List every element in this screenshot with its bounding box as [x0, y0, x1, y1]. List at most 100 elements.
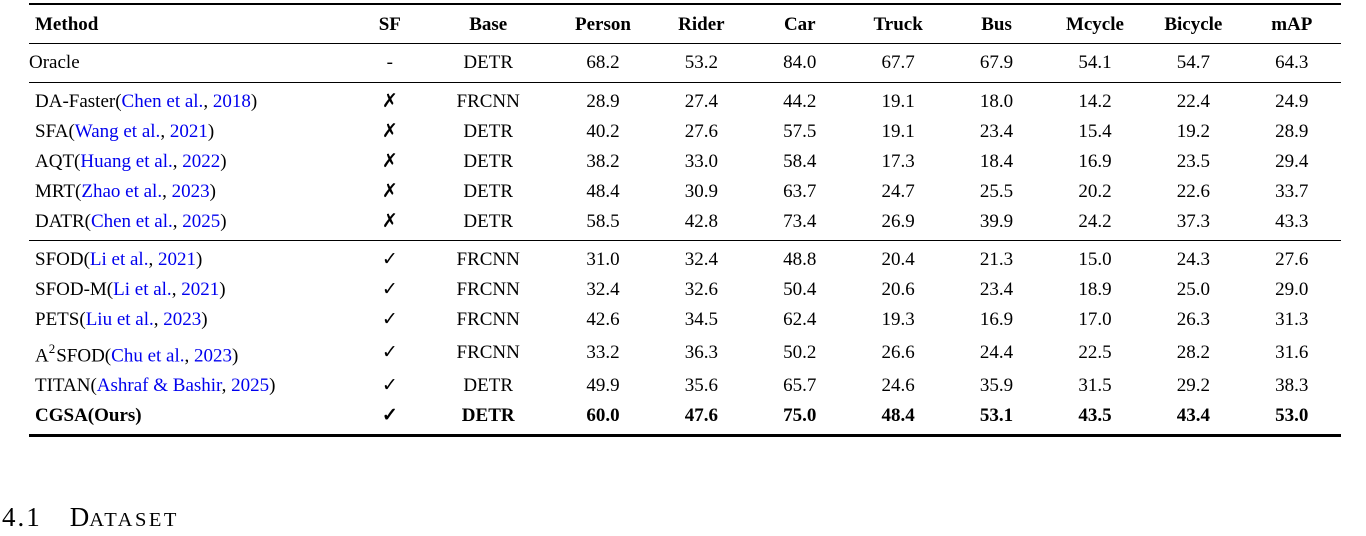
score-car: 50.4	[783, 279, 817, 300]
column-header-bicycle: Bicycle	[1164, 14, 1223, 35]
score-bicycle: 29.2	[1176, 375, 1210, 397]
method-close-paren: )	[207, 121, 215, 142]
score-bicycle: 28.2	[1176, 342, 1210, 364]
score-car: 73.4	[783, 211, 817, 232]
method-cell: SFOD-M(Li et al., 2021)	[29, 275, 357, 305]
table-row-titan: TITAN(Ashraf & Bashir, 2025) ✓ DETR 49.9…	[29, 371, 1341, 401]
score-map: 53.0	[1275, 405, 1309, 427]
method-cell: SFOD(Li et al., 2021)	[29, 241, 357, 276]
base-cell: DETR	[463, 375, 513, 397]
citation-year-link[interactable]: 2023	[171, 181, 210, 202]
citation-year-link[interactable]: 2025	[231, 375, 270, 397]
method-cell: DATR(Chen et al., 2025)	[29, 207, 357, 241]
score-person: 48.4	[586, 181, 620, 202]
citation-author-link[interactable]: Huang et al.	[80, 151, 173, 172]
citation-year-link[interactable]: 2025	[182, 211, 221, 232]
score-car: 48.8	[783, 249, 817, 270]
score-car: 65.7	[783, 375, 817, 397]
base-cell: DETR	[463, 121, 513, 142]
section-heading-dataset: 4.1 DATASET	[2, 502, 179, 535]
column-header-method: Method	[35, 14, 99, 35]
citation-author-link[interactable]: Li et al.	[89, 249, 149, 270]
results-table: Method SF Base Person Rider Car Truck Bu…	[29, 3, 1341, 438]
score-mcycle: 22.5	[1078, 342, 1112, 364]
score-mcycle: 15.4	[1078, 121, 1112, 142]
score-person: 38.2	[586, 151, 620, 172]
method-close-paren: )	[232, 345, 239, 367]
citation-author-link[interactable]: Chen et al.	[90, 211, 173, 232]
score-rider: 47.6	[684, 405, 718, 427]
sf-check-mark: ✓	[381, 342, 398, 364]
method-cell: Oracle	[29, 44, 357, 83]
score-bus: 25.5	[979, 181, 1014, 202]
score-rider: 36.3	[684, 342, 718, 364]
column-header-mcycle: Mcycle	[1065, 14, 1124, 35]
score-person: 33.2	[586, 342, 620, 364]
score-bicycle: 19.2	[1176, 121, 1210, 142]
method-cell: DA-Faster(Chen et al., 2018)	[29, 83, 357, 118]
score-truck: 20.4	[881, 249, 915, 270]
method-close-paren: )	[195, 249, 203, 270]
citation-author-link[interactable]: Wang et al.	[74, 121, 161, 142]
method-close-paren: )	[250, 91, 258, 112]
score-map: 24.9	[1275, 91, 1309, 112]
citation-author-link[interactable]: Li et al.	[113, 279, 172, 300]
citation-separator: ,	[162, 181, 172, 202]
score-map: 33.7	[1275, 181, 1309, 202]
score-bicycle: 37.3	[1176, 211, 1210, 232]
table-row-sfod: SFOD(Li et al., 2021) ✓ FRCNN 31.0 32.4 …	[29, 241, 1341, 276]
base-cell: DETR	[461, 405, 515, 427]
citation-author-link[interactable]: Zhao et al.	[81, 181, 163, 202]
score-truck: 48.4	[881, 405, 915, 427]
score-bus: 24.4	[979, 342, 1014, 364]
citation-separator: ,	[172, 151, 183, 172]
score-person: 49.9	[586, 375, 620, 397]
method-cell: MRT(Zhao et al., 2023)	[29, 177, 357, 207]
score-bicycle: 54.7	[1176, 52, 1210, 73]
score-bus: 53.1	[979, 405, 1014, 427]
score-map: 43.3	[1275, 211, 1309, 232]
table-row-sfa: SFA(Wang et al., 2021) ✗ DETR 40.2 27.6 …	[29, 117, 1341, 147]
method-cell: CGSA(Ours)	[29, 401, 357, 436]
method-cell: TITAN(Ashraf & Bashir, 2025)	[29, 371, 357, 401]
method-close-paren: )	[209, 181, 216, 202]
score-bus: 18.0	[979, 91, 1014, 112]
base-cell: DETR	[463, 181, 513, 202]
citation-year-link[interactable]: 2021	[169, 121, 208, 142]
section-title-initial: D	[69, 502, 90, 532]
citation-year-link[interactable]: 2022	[182, 151, 221, 172]
score-rider: 34.5	[684, 309, 718, 330]
citation-separator: ,	[153, 309, 164, 330]
method-name: TITAN(	[35, 375, 97, 397]
base-cell: DETR	[463, 211, 513, 232]
citation-author-link[interactable]: Chen et al.	[121, 91, 204, 112]
citation-year-link[interactable]: 2023	[194, 345, 232, 367]
column-header-sf: SF	[378, 14, 401, 35]
sf-check-mark: ✓	[381, 375, 398, 397]
score-truck: 17.3	[881, 151, 915, 172]
base-cell: FRCNN	[456, 309, 520, 330]
citation-author-link[interactable]: Chu et al.	[111, 345, 185, 367]
method-cell: SFA(Wang et al., 2021)	[29, 117, 357, 147]
sf-cross-mark: ✗	[381, 211, 398, 232]
citation-author-link[interactable]: Liu et al.	[85, 309, 154, 330]
score-car: 50.2	[783, 342, 817, 364]
method-name: DA-Faster(	[35, 91, 122, 112]
column-header-bus: Bus	[981, 14, 1012, 35]
score-mcycle: 20.2	[1078, 181, 1112, 202]
score-car: 57.5	[783, 121, 817, 142]
score-mcycle: 31.5	[1078, 375, 1112, 397]
citation-year-link[interactable]: 2023	[163, 309, 202, 330]
score-rider: 53.2	[684, 52, 718, 73]
table-row-sfod-m: SFOD-M(Li et al., 2021) ✓ FRCNN 32.4 32.…	[29, 275, 1341, 305]
table-row-a2sfod: A2SFOD(Chu et al., 2023) ✓ FRCNN 33.2 36…	[29, 335, 1341, 371]
method-cell: A2SFOD(Chu et al., 2023)	[29, 335, 357, 371]
table-header-row: Method SF Base Person Rider Car Truck Bu…	[29, 4, 1341, 44]
citation-year-link[interactable]: 2021	[181, 279, 220, 300]
citation-year-link[interactable]: 2021	[157, 249, 196, 270]
score-bicycle: 26.3	[1176, 309, 1210, 330]
citation-author-link[interactable]: Ashraf & Bashir	[96, 375, 222, 397]
score-map: 31.6	[1275, 342, 1309, 364]
table-row-da-faster: DA-Faster(Chen et al., 2018) ✗ FRCNN 28.…	[29, 83, 1341, 118]
citation-year-link[interactable]: 2018	[212, 91, 251, 112]
